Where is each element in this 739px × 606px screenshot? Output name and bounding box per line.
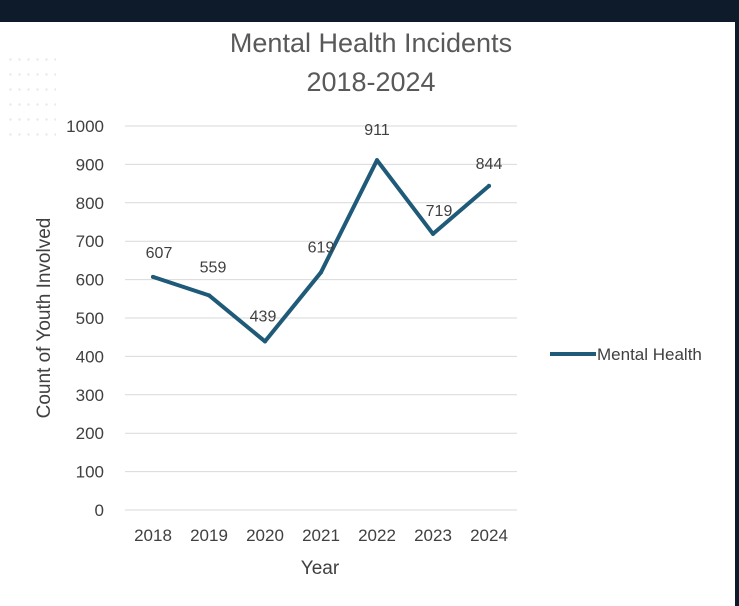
y-axis-title: Count of Youth Involved — [34, 218, 55, 419]
x-tick-label: 2019 — [190, 526, 228, 545]
y-tick-label: 600 — [76, 271, 104, 290]
chart-title-line-2: 2018-2024 — [306, 67, 435, 97]
data-label: 559 — [200, 259, 227, 276]
data-point — [375, 158, 379, 163]
y-tick-label: 200 — [76, 424, 104, 443]
data-point — [431, 231, 435, 236]
legend: Mental Health — [550, 345, 702, 364]
y-tick-label: 300 — [76, 386, 104, 405]
y-tick-label: 100 — [76, 463, 104, 482]
series-group — [151, 158, 491, 344]
data-label: 719 — [426, 203, 453, 220]
gridlines — [125, 125, 517, 511]
legend-label: Mental Health — [597, 345, 702, 364]
decorative-dots — [6, 52, 56, 142]
data-labels: 607 559 439 619 911 719 844 — [146, 122, 503, 325]
x-tick-label: 2020 — [246, 526, 284, 545]
x-tick-label: 2021 — [302, 526, 340, 545]
y-tick-label: 400 — [76, 347, 104, 366]
y-tick-label: 700 — [76, 232, 104, 251]
data-point — [319, 270, 323, 275]
data-label: 844 — [476, 156, 503, 173]
data-label: 607 — [146, 245, 173, 262]
data-point — [263, 339, 267, 344]
y-tick-label: 800 — [76, 194, 104, 213]
y-tick-label: 1000 — [66, 117, 104, 136]
y-axis-ticks: 0 100 200 300 400 500 600 700 800 900 1000 — [66, 117, 104, 520]
x-tick-label: 2024 — [470, 526, 508, 545]
x-tick-label: 2023 — [414, 526, 452, 545]
data-label: 911 — [364, 122, 390, 139]
y-tick-label: 900 — [76, 155, 104, 174]
x-tick-label: 2018 — [134, 526, 172, 545]
chart-panel — [0, 22, 735, 606]
y-tick-label: 0 — [95, 501, 104, 520]
data-point — [151, 274, 155, 279]
chart-title-line-1: Mental Health Incidents — [230, 28, 512, 58]
data-point — [487, 183, 491, 188]
x-axis-title: Year — [301, 558, 340, 579]
y-tick-label: 500 — [76, 309, 104, 328]
data-point — [207, 293, 211, 298]
data-label: 439 — [250, 308, 277, 325]
x-axis-ticks: 2018 2019 2020 2021 2022 2023 2024 — [134, 526, 508, 545]
x-tick-label: 2022 — [358, 526, 396, 545]
data-label: 619 — [308, 239, 335, 256]
